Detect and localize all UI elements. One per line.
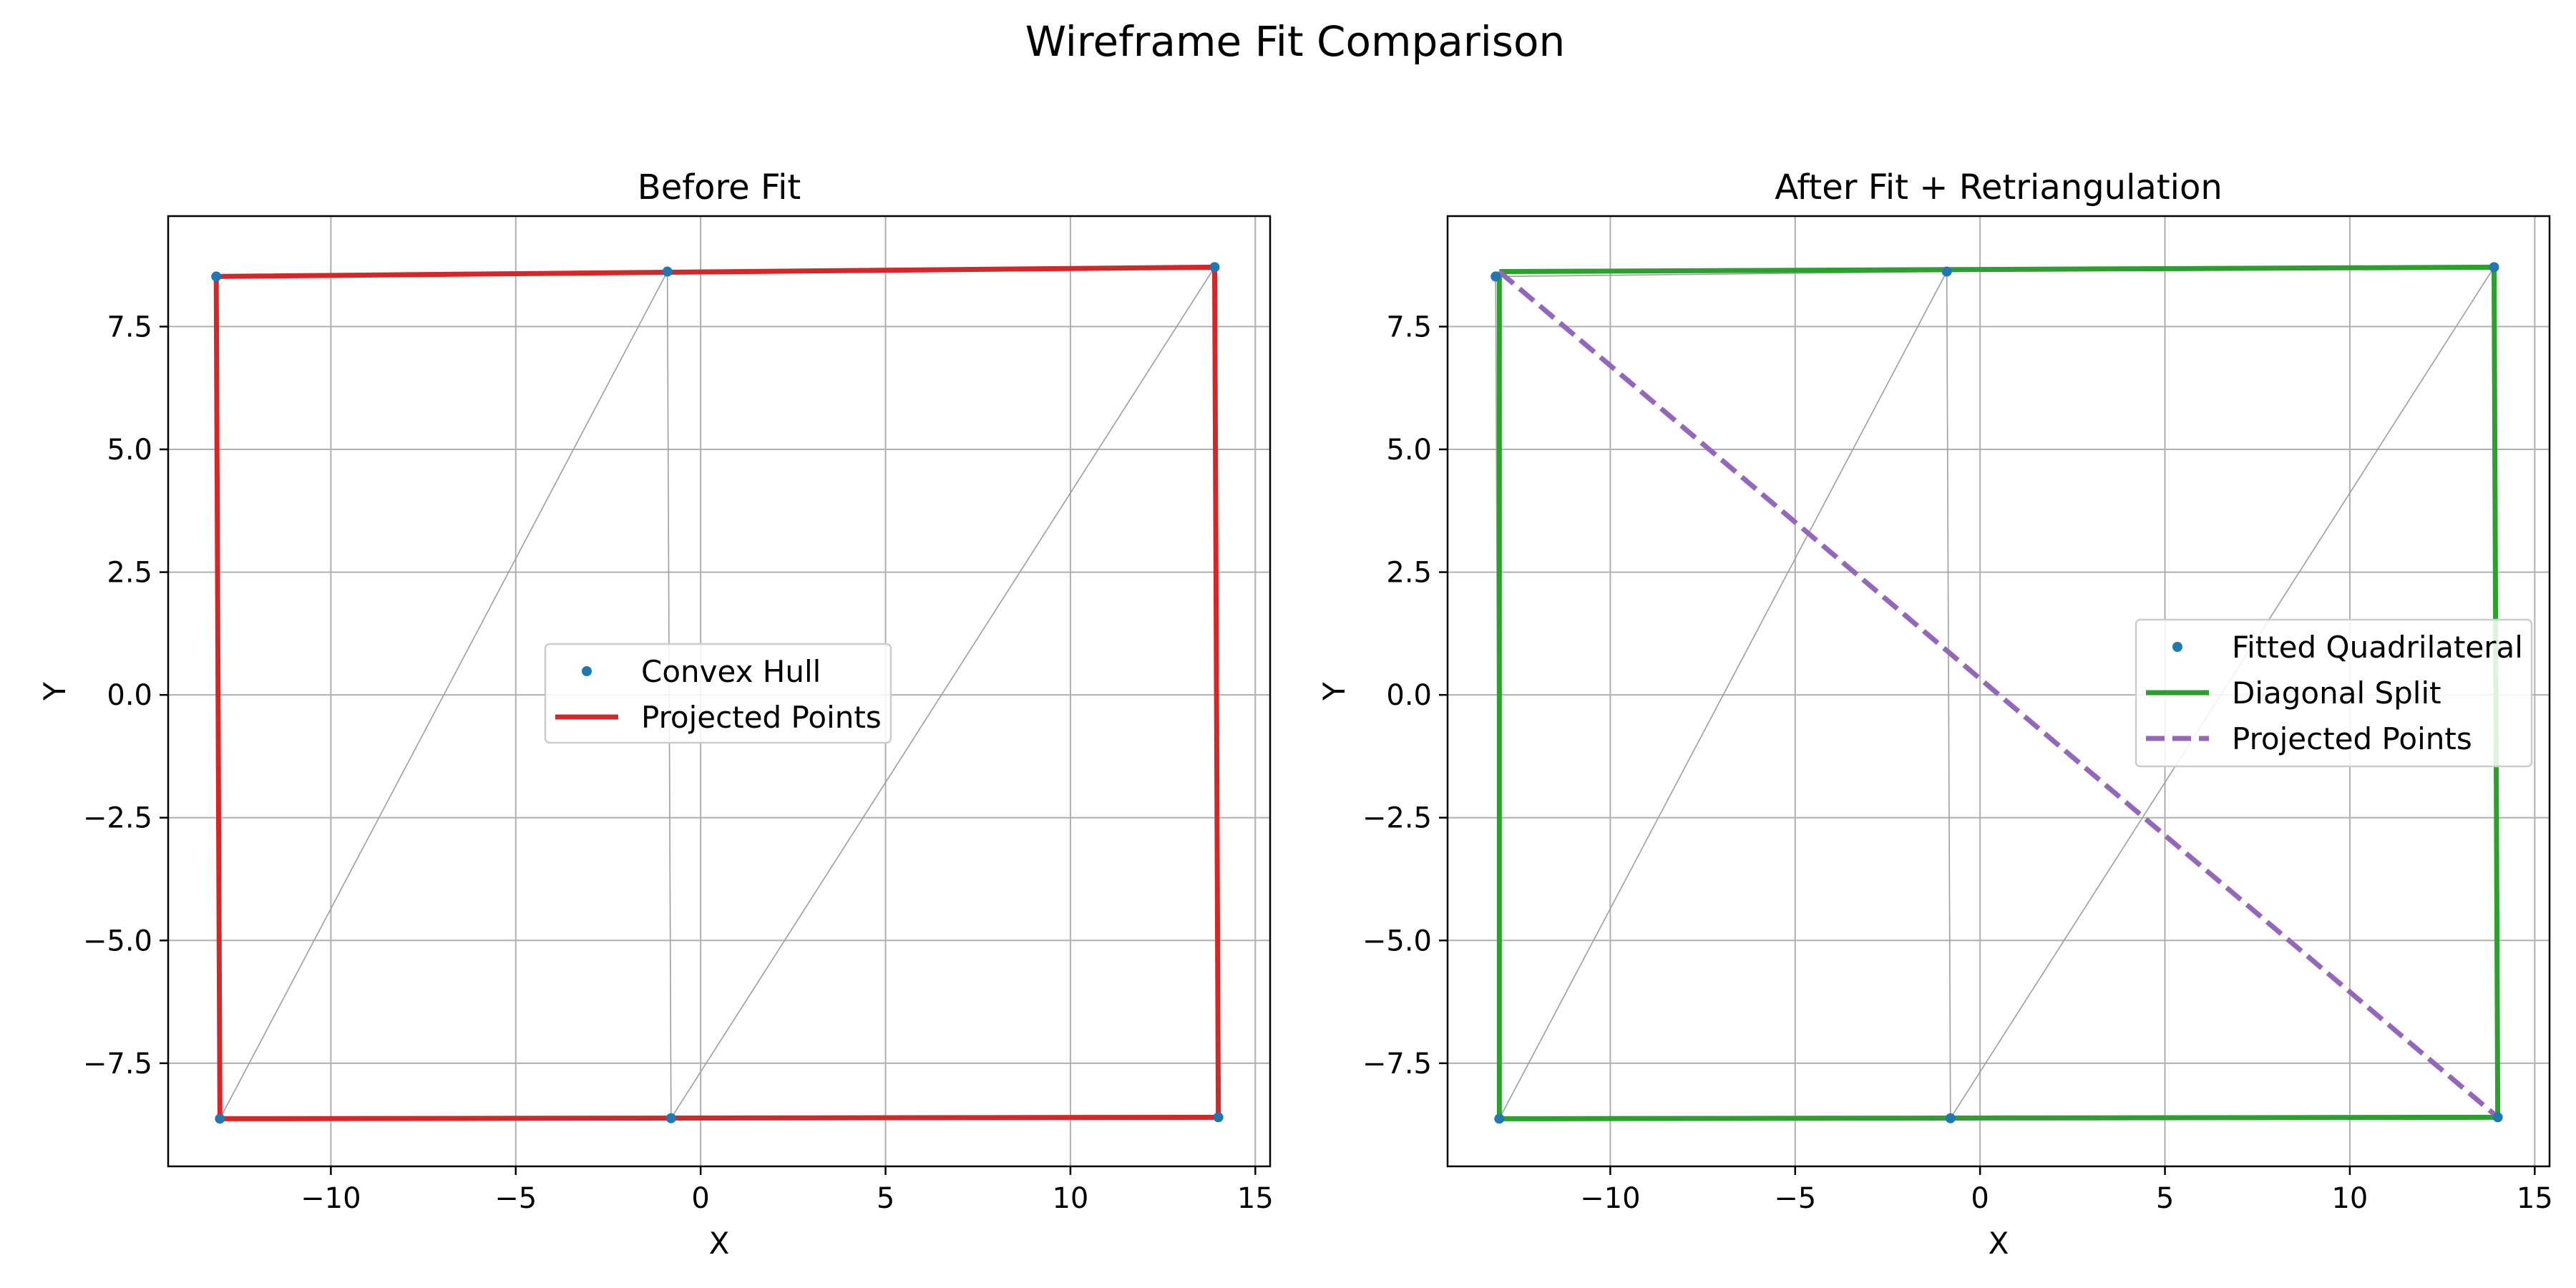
x-tick-label: 15: [1237, 1182, 1274, 1215]
mesh-edge: [219, 271, 668, 1119]
panel-before-fit: −10 −5 0 5 10 15 −7.5 −5.0 −2.5 0.0 2.5 5.0 7.5 Befor…: [37, 167, 1274, 1261]
legend-label: Projected Points: [2232, 721, 2472, 756]
legend: Fitted Quadrilateral Diagonal Split Projec…: [2135, 618, 2533, 768]
y-tick-label: −7.5: [1362, 1048, 1432, 1080]
y-tick-label: −5.0: [83, 924, 152, 957]
x-axis-label: X: [1989, 1226, 2009, 1261]
x-tick-label: −10: [301, 1182, 361, 1215]
x-tick-label: 10: [1052, 1182, 1088, 1215]
data-point: [662, 266, 673, 277]
x-tick-label: −5: [1774, 1182, 1816, 1215]
legend-box: [544, 643, 892, 744]
y-tick-label: 0.0: [107, 679, 152, 712]
x-tick-label: 0: [1971, 1182, 1989, 1215]
legend-label: Convex Hull: [641, 654, 821, 689]
data-point: [215, 1113, 225, 1124]
data-point: [2492, 1112, 2503, 1123]
mesh-edge: [1946, 271, 1951, 1118]
legend-marker-scatter: [2172, 642, 2182, 652]
y-axis-label: Y: [37, 682, 72, 701]
y-tick-label: 0.0: [1386, 679, 1432, 712]
y-tick-label: 2.5: [1386, 557, 1432, 590]
projected-points-diagonal: [1498, 269, 2499, 1120]
legend-marker-scatter: [582, 666, 592, 676]
data-point: [1209, 262, 1220, 273]
data-point: [1494, 1113, 1505, 1124]
legend: Convex Hull Projected Points: [544, 643, 892, 744]
legend-label: Fitted Quadrilateral: [2232, 630, 2523, 665]
data-point: [665, 1113, 676, 1123]
x-tick-label: −10: [1580, 1182, 1640, 1215]
y-tick-label: −2.5: [1362, 802, 1432, 835]
x-tick-label: 10: [2331, 1182, 2368, 1215]
mesh-edge: [670, 266, 1216, 1119]
panel-after-fit: −10 −5 0 5 10 15 −7.5 −5.0 −2.5 0.0 2.5 5.0 7.5 After…: [1317, 167, 2553, 1261]
data-point: [1945, 1113, 1956, 1123]
axes-frame: [167, 215, 1272, 1168]
y-tick-label: 2.5: [107, 557, 152, 590]
data-point: [211, 271, 222, 282]
x-tick-label: −5: [494, 1182, 537, 1215]
x-tick-label: 15: [2517, 1182, 2553, 1215]
legend-label: Projected Points: [641, 700, 882, 735]
y-tick-label: −2.5: [83, 802, 152, 835]
axes-frame: [1446, 215, 2551, 1168]
legend-label: Diagonal Split: [2232, 675, 2441, 711]
data-point: [1941, 266, 1952, 277]
y-tick-label: −7.5: [83, 1048, 152, 1080]
x-tick-label: 5: [2156, 1182, 2174, 1215]
data-point: [1491, 271, 1501, 282]
mesh-edge: [1498, 271, 1948, 1119]
y-tick-label: 5.0: [107, 434, 152, 467]
y-axis-label: Y: [1317, 682, 1352, 701]
data-point: [2489, 262, 2499, 273]
y-tick-label: 5.0: [1386, 434, 1432, 467]
panel-title: Before Fit: [638, 167, 801, 208]
y-tick-label: 7.5: [107, 311, 152, 343]
panel-title: After Fit + Retriangulation: [1775, 167, 2223, 208]
figure-title: Wireframe Fit Comparison: [1025, 17, 1566, 66]
y-tick-label: −5.0: [1362, 924, 1432, 957]
legend-box: [2135, 618, 2533, 768]
x-axis-label: X: [709, 1226, 730, 1261]
x-tick-label: 0: [691, 1182, 709, 1215]
data-point: [1213, 1112, 1224, 1123]
y-tick-label: 7.5: [1386, 311, 1432, 343]
x-tick-label: 5: [877, 1182, 894, 1215]
